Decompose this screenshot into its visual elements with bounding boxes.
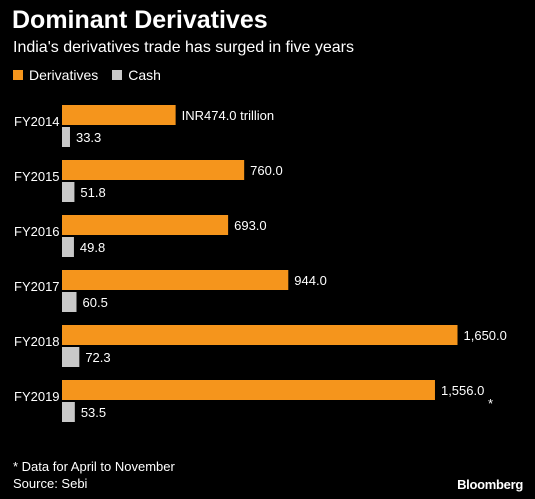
derivatives-bar-fy2014 (62, 105, 176, 125)
bloomberg-logo: Bloomberg (457, 477, 523, 492)
cash-value-label-fy2017: 60.5 (83, 295, 108, 310)
category-label-fy2014: FY2014 (14, 114, 60, 129)
cash-bar-fy2014 (62, 127, 70, 147)
derivatives-value-label-fy2019: 1,556.0 (441, 383, 484, 398)
cash-bar-fy2017 (62, 292, 77, 312)
legend-label-derivatives: Derivatives (29, 67, 99, 83)
derivatives-bar-fy2015 (62, 160, 245, 180)
chart-subtitle: India's derivatives trade has surged in … (13, 39, 355, 56)
legend-label-cash: Cash (128, 67, 161, 83)
category-label-fy2017: FY2017 (14, 279, 60, 294)
derivatives-value-label-fy2018: 1,650.0 (464, 328, 507, 343)
legend-item-cash: Cash (112, 67, 161, 83)
cash-value-label-fy2015: 51.8 (80, 185, 105, 200)
cash-bar-fy2018 (62, 347, 80, 367)
cash-value-label-fy2016: 49.8 (80, 240, 105, 255)
derivatives-value-label-fy2017: 944.0 (294, 273, 327, 288)
derivatives-bar-fy2016 (62, 215, 229, 235)
legend-swatch-derivatives (13, 70, 23, 80)
cash-value-label-fy2018: 72.3 (85, 350, 110, 365)
category-label-fy2019: FY2019 (14, 389, 60, 404)
derivatives-bar-fy2017 (62, 270, 289, 290)
derivatives-value-label-fy2015: 760.0 (250, 163, 283, 178)
derivatives-value-label-fy2016: 693.0 (234, 218, 267, 233)
chart-title: Dominant Derivatives (12, 6, 268, 34)
legend-swatch-cash (112, 70, 123, 80)
category-label-fy2015: FY2015 (14, 169, 60, 184)
source-note: Source: Sebi (13, 476, 88, 491)
cash-bar-fy2016 (62, 237, 74, 257)
derivatives-bar-fy2018 (62, 325, 458, 345)
annotation-marker: * (488, 396, 493, 411)
derivatives-value-label-fy2014: INR474.0 trillion (182, 108, 275, 123)
category-label-fy2016: FY2016 (14, 224, 60, 239)
footnote: * Data for April to November (13, 459, 175, 474)
cash-bar-fy2015 (62, 182, 75, 202)
derivatives-bar-fy2019 (62, 380, 435, 400)
legend: Derivatives Cash (13, 66, 175, 84)
cash-bar-fy2019 (62, 402, 75, 422)
cash-value-label-fy2019: 53.5 (81, 405, 106, 420)
cash-value-label-fy2014: 33.3 (76, 130, 101, 145)
category-label-fy2018: FY2018 (14, 334, 60, 349)
legend-item-derivatives: Derivatives (13, 67, 98, 83)
